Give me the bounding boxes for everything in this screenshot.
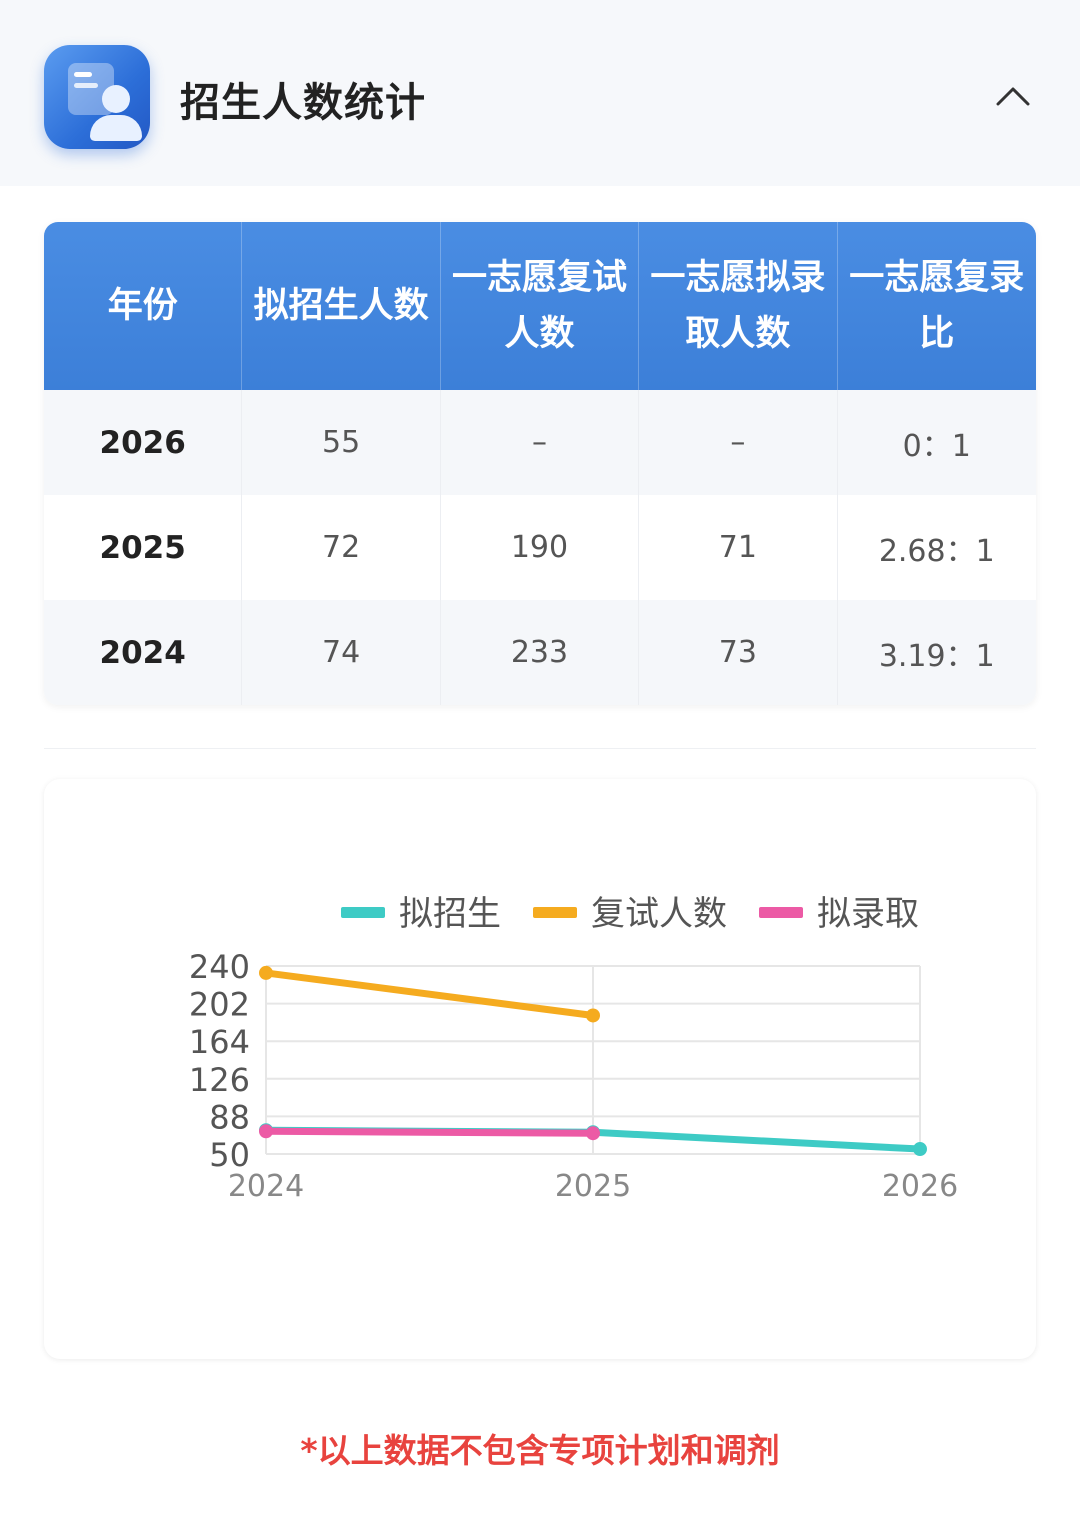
divider bbox=[44, 748, 1036, 749]
footnote: *以上数据不包含专项计划和调剂 bbox=[300, 1431, 780, 1470]
table-header: 年份 拟招生人数 一志愿复试人数 一志愿拟录取人数 一志愿复录比 bbox=[44, 222, 1036, 390]
header-retest-admit-ratio: 一志愿复录比 bbox=[849, 258, 1025, 354]
cell-year: 2025 bbox=[44, 495, 243, 600]
legend-label: 拟录取 bbox=[817, 894, 919, 934]
header-first-choice-admit: 一志愿拟录取人数 bbox=[639, 222, 838, 390]
enrollment-line-chart: 240 202 164 126 88 50 2024 2025 2026 拟招生 复试人数 拟录取 bbox=[44, 779, 1036, 1359]
header-first-choice-retest: 一志愿复试人数 bbox=[441, 222, 640, 390]
x-tick-label: 2026 bbox=[882, 1169, 958, 1204]
legend-swatch bbox=[341, 907, 385, 918]
data-point bbox=[913, 1142, 927, 1157]
series-line bbox=[262, 969, 597, 1019]
cell-admit: 73 bbox=[639, 600, 838, 705]
data-point bbox=[586, 1008, 600, 1023]
x-tick-label: 2024 bbox=[228, 1169, 304, 1204]
cell-planned: 74 bbox=[242, 600, 441, 705]
table-row: 2026 55 – – 0：1 bbox=[44, 390, 1036, 495]
header-planned-enrollment: 拟招生人数 bbox=[242, 222, 441, 390]
section-header[interactable]: 招生人数统计 bbox=[0, 0, 1080, 186]
series-line bbox=[262, 1127, 597, 1137]
y-tick-label: 50 bbox=[209, 1136, 250, 1174]
cell-planned: 55 bbox=[242, 390, 441, 495]
y-tick-label: 126 bbox=[189, 1061, 250, 1099]
chevron-up-icon[interactable] bbox=[995, 80, 1031, 110]
y-tick-label: 88 bbox=[209, 1098, 250, 1136]
data-point bbox=[259, 965, 273, 980]
header-year: 年份 bbox=[44, 222, 243, 390]
student-profile-icon bbox=[44, 45, 150, 149]
cell-admit: 71 bbox=[639, 495, 838, 600]
y-tick-label: 240 bbox=[189, 948, 250, 986]
cell-retest: 233 bbox=[441, 600, 640, 705]
data-point bbox=[259, 1124, 273, 1139]
x-tick-label: 2025 bbox=[555, 1169, 631, 1204]
legend-label: 拟招生 bbox=[399, 894, 501, 934]
cell-year: 2026 bbox=[44, 390, 243, 495]
cell-ratio: 3.19：1 bbox=[878, 638, 995, 674]
cell-year: 2024 bbox=[44, 600, 243, 705]
y-tick-label: 164 bbox=[189, 1023, 250, 1061]
legend-swatch bbox=[533, 907, 577, 918]
cell-admit: – bbox=[639, 390, 838, 495]
y-tick-label: 202 bbox=[189, 986, 250, 1024]
table-row: 2024 74 233 73 3.19：1 bbox=[44, 600, 1036, 705]
enrollment-table: 年份 拟招生人数 一志愿复试人数 一志愿拟录取人数 一志愿复录比 2026 55… bbox=[44, 222, 1036, 705]
cell-retest: – bbox=[441, 390, 640, 495]
cell-retest: 190 bbox=[441, 495, 640, 600]
table-row: 2025 72 190 71 2.68：1 bbox=[44, 495, 1036, 600]
cell-ratio: 0：1 bbox=[902, 428, 971, 464]
section-title: 招生人数统计 bbox=[180, 80, 426, 126]
data-point bbox=[586, 1126, 600, 1141]
cell-ratio: 2.68：1 bbox=[878, 533, 995, 569]
legend-label: 复试人数 bbox=[591, 894, 727, 934]
legend-swatch bbox=[759, 907, 803, 918]
cell-planned: 72 bbox=[242, 495, 441, 600]
